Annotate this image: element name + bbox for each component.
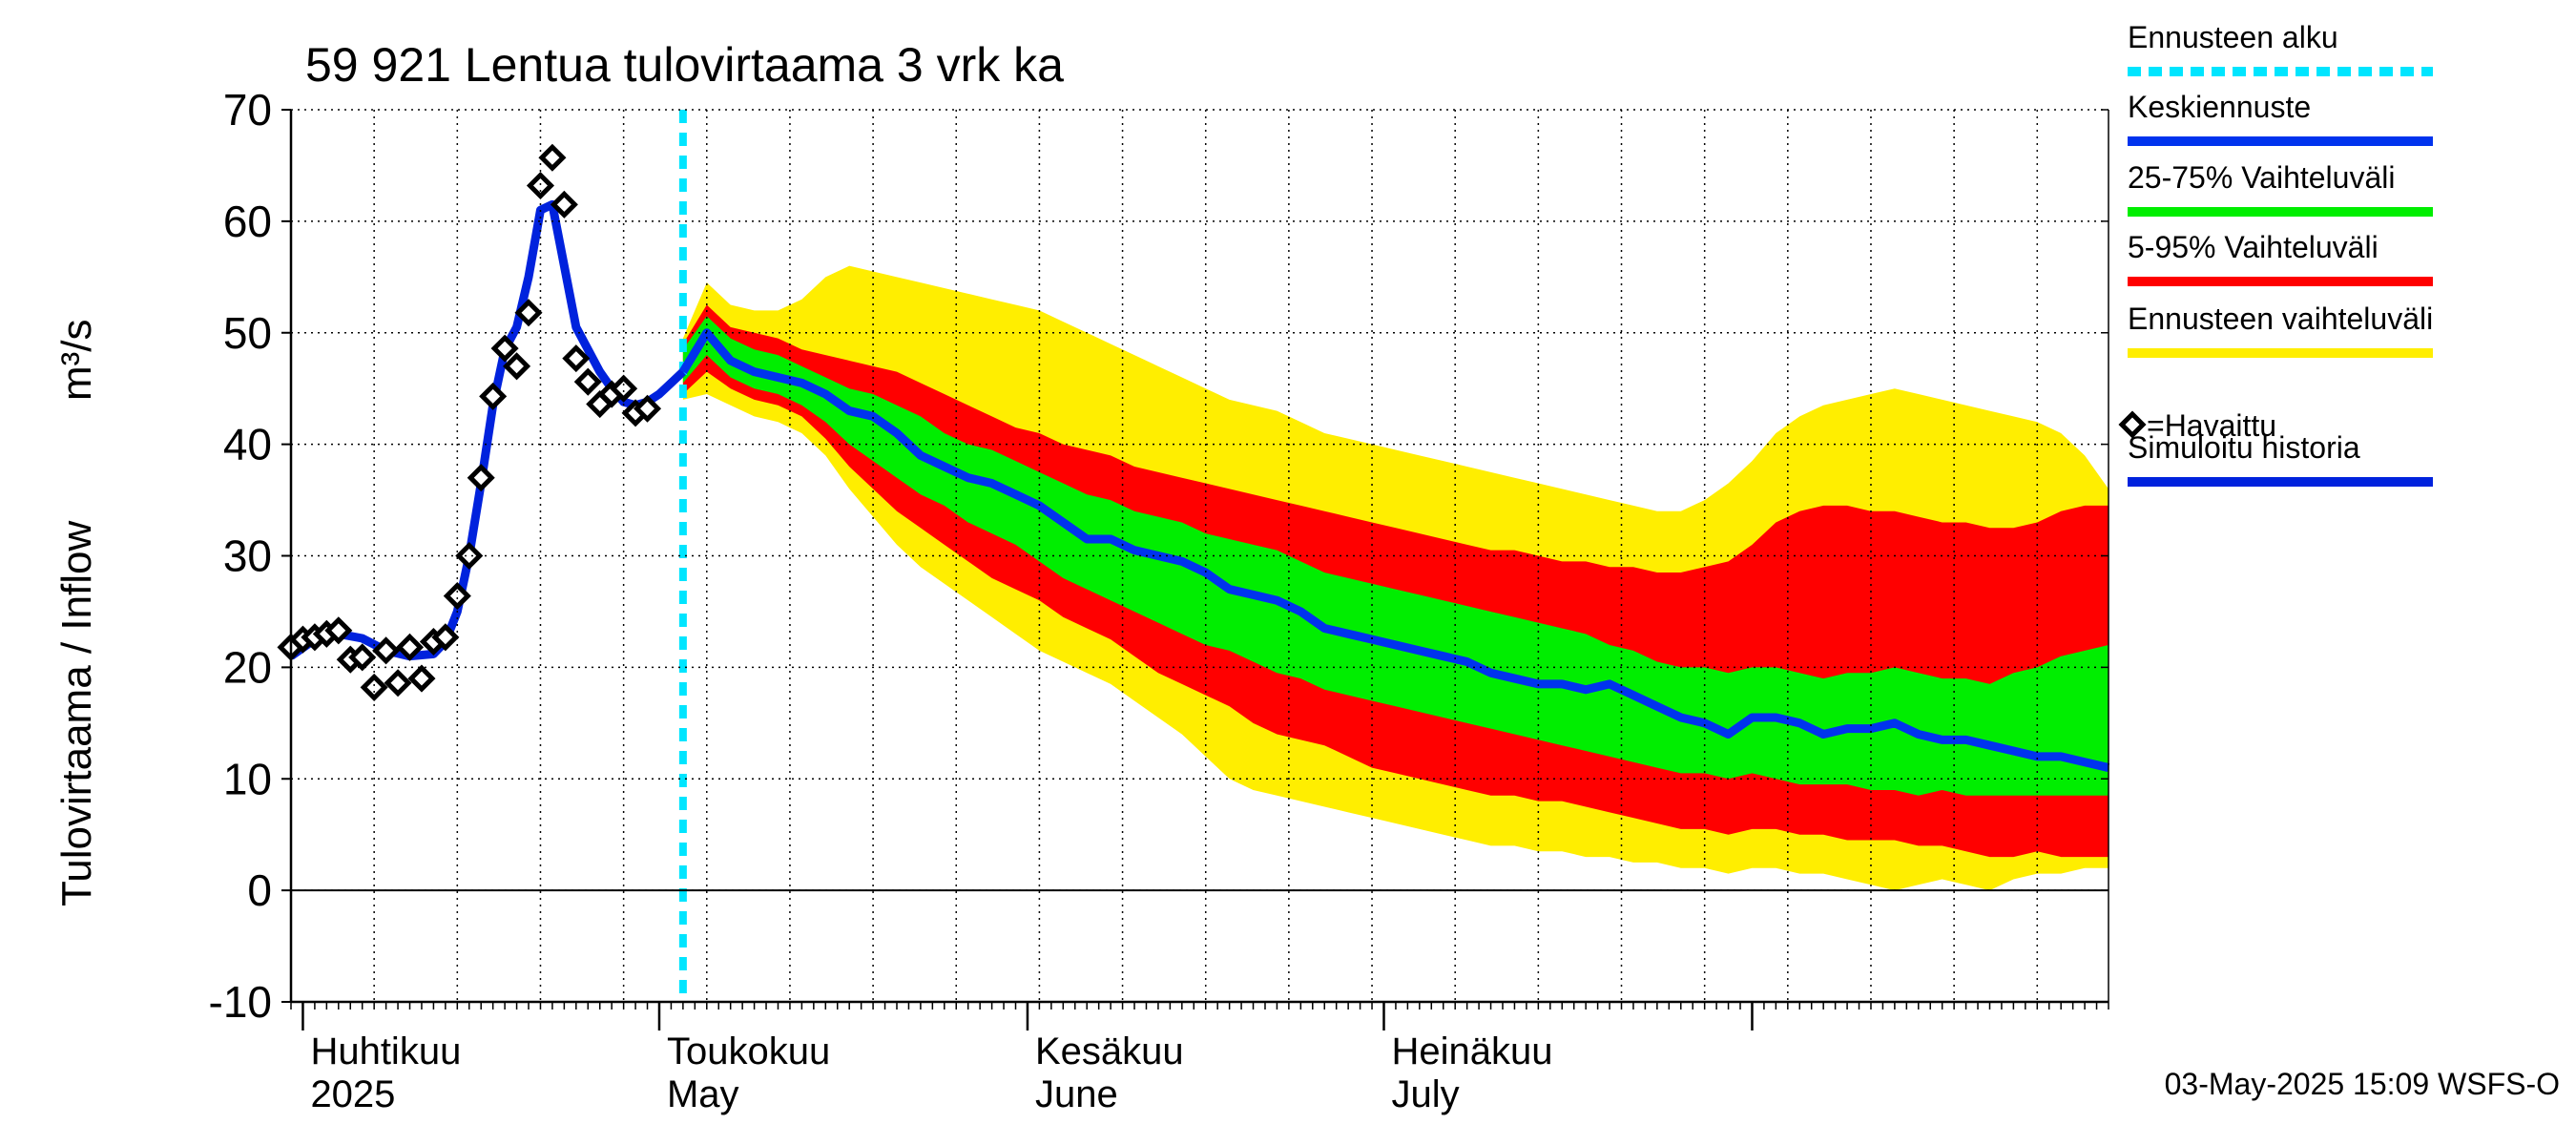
x-month-label: Huhtikuu: [310, 1030, 461, 1072]
observed-point: [443, 582, 471, 611]
observed-point: [455, 541, 484, 571]
observed-point: [324, 616, 353, 645]
legend: Ennusteen alku Keskiennuste 25-75% Vaihtel…: [2118, 20, 2433, 487]
x-month-sublabel: July: [1391, 1073, 1459, 1115]
observed-point: [431, 623, 460, 652]
observed-point: [526, 171, 555, 200]
legend-simulated-label: Simuloitu historia: [2128, 430, 2360, 465]
legend-observed-marker: [2118, 410, 2147, 439]
x-month-sublabel: May: [667, 1073, 739, 1115]
observed-point: [550, 190, 578, 219]
legend-band-25-75-label: 25-75% Vaihteluväli: [2128, 160, 2395, 195]
legend-observed-label: =Havaittu: [2147, 408, 2276, 443]
y-axis-label: Tulovirtaama / Inflow: [53, 520, 100, 906]
y-tick-label: 70: [223, 85, 272, 135]
observed-point: [360, 673, 388, 701]
x-month-label: Heinäkuu: [1391, 1030, 1552, 1072]
observed-point: [384, 669, 412, 697]
observed-point: [633, 394, 662, 423]
observed-point: [514, 299, 543, 327]
observed-point: [562, 344, 591, 373]
legend-band-5-95-label: 5-95% Vaihteluväli: [2128, 230, 2379, 264]
observed-point: [395, 633, 425, 661]
observed-point: [407, 664, 436, 693]
legend-forecast-range-label: Ennusteen vaihteluväli: [2128, 302, 2433, 336]
chart-title: 59 921 Lentua tulovirtaama 3 vrk ka: [305, 38, 1064, 92]
y-tick-label: -10: [209, 977, 272, 1027]
observed-point: [503, 352, 531, 381]
y-tick-label: 50: [223, 308, 272, 358]
y-tick-label: 60: [223, 197, 272, 246]
observed-point: [348, 643, 377, 672]
observed-point: [467, 464, 495, 492]
legend-median-label: Keskiennuste: [2128, 90, 2311, 124]
series-simulated-history: [288, 199, 686, 661]
y-axis-unit: m³/s: [53, 319, 100, 401]
x-month-label: Toukokuu: [667, 1030, 830, 1072]
y-tick-label: 30: [223, 531, 272, 581]
y-tick-label: 0: [247, 865, 272, 915]
observed-point: [610, 374, 638, 403]
footer-timestamp: 03-May-2025 15:09 WSFS-O: [2165, 1067, 2560, 1101]
observed-point: [490, 334, 519, 363]
observed-point: [372, 636, 401, 665]
y-tick-label: 10: [223, 754, 272, 803]
y-tick-label: 40: [223, 420, 272, 469]
observed-point: [479, 382, 508, 410]
observed-point: [573, 367, 602, 396]
legend-forecast-start-label: Ennusteen alku: [2128, 20, 2338, 54]
x-month-sublabel: June: [1035, 1073, 1118, 1115]
x-month-sublabel: 2025: [310, 1073, 395, 1115]
observed-point: [538, 143, 567, 172]
x-month-label: Kesäkuu: [1035, 1030, 1184, 1072]
band-25-75: [682, 316, 2109, 796]
series-median: [679, 328, 2110, 772]
plot-area: [277, 110, 2110, 1002]
y-tick-label: 20: [223, 642, 272, 692]
